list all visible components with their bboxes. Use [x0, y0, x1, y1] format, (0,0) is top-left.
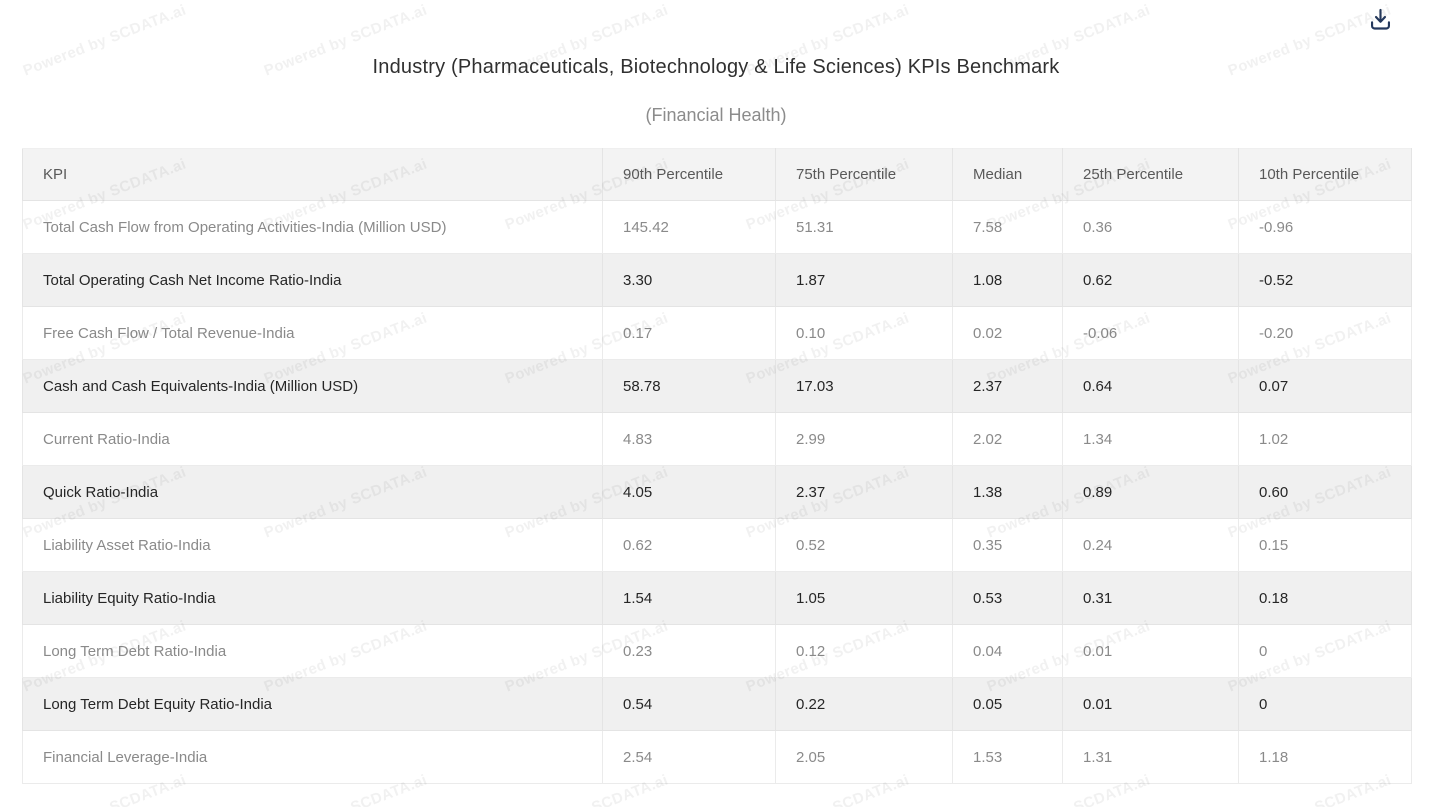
- value-cell: 0.22: [775, 677, 953, 731]
- table-row: Long Term Debt Ratio-India 0.23 0.12 0.04 0.…: [22, 624, 1412, 678]
- value-cell: 0.12: [775, 624, 953, 678]
- kpi-cell: Total Cash Flow from Operating Activitie…: [22, 200, 603, 254]
- value-cell: -0.06: [1062, 306, 1239, 360]
- table-row: Liability Equity Ratio-India 1.54 1.05 0.53…: [22, 571, 1412, 625]
- kpi-cell: Total Operating Cash Net Income Ratio-In…: [22, 253, 603, 307]
- value-cell: -0.20: [1238, 306, 1412, 360]
- value-cell: 0: [1238, 624, 1412, 678]
- table-row: Liability Asset Ratio-India 0.62 0.52 0.35 0…: [22, 518, 1412, 572]
- column-header-25th-percentile: 25th Percentile: [1062, 148, 1239, 201]
- value-cell: 1.18: [1238, 730, 1412, 784]
- value-cell: 1.08: [952, 253, 1063, 307]
- value-cell: 0.01: [1062, 624, 1239, 678]
- value-cell: 0.54: [602, 677, 776, 731]
- column-header-90th-percentile: 90th Percentile: [602, 148, 776, 201]
- table-row: Financial Leverage-India 2.54 2.05 1.53 1.31…: [22, 730, 1412, 784]
- table-row: Total Cash Flow from Operating Activitie…: [22, 200, 1412, 254]
- value-cell: 0.60: [1238, 465, 1412, 519]
- value-cell: 0.35: [952, 518, 1063, 572]
- value-cell: 0.53: [952, 571, 1063, 625]
- value-cell: 0.18: [1238, 571, 1412, 625]
- kpi-cell: Cash and Cash Equivalents-India (Million…: [22, 359, 603, 413]
- value-cell: 2.02: [952, 412, 1063, 466]
- value-cell: 0.62: [602, 518, 776, 572]
- value-cell: 0.36: [1062, 200, 1239, 254]
- value-cell: 0.31: [1062, 571, 1239, 625]
- kpi-cell: Liability Asset Ratio-India: [22, 518, 603, 572]
- value-cell: 2.54: [602, 730, 776, 784]
- kpi-cell: Liability Equity Ratio-India: [22, 571, 603, 625]
- value-cell: 0.02: [952, 306, 1063, 360]
- kpi-benchmark-table: KPI 90th Percentile 75th Percentile Median 2…: [22, 148, 1412, 784]
- value-cell: 1.31: [1062, 730, 1239, 784]
- value-cell: 17.03: [775, 359, 953, 413]
- value-cell: 0.23: [602, 624, 776, 678]
- value-cell: 0.01: [1062, 677, 1239, 731]
- table-row: Quick Ratio-India 4.05 2.37 1.38 0.89 0.60: [22, 465, 1412, 519]
- value-cell: 1.05: [775, 571, 953, 625]
- table-row: Free Cash Flow / Total Revenue-India 0.17…: [22, 306, 1412, 360]
- value-cell: 0.05: [952, 677, 1063, 731]
- kpi-cell: Long Term Debt Equity Ratio-India: [22, 677, 603, 731]
- table-header-row: KPI 90th Percentile 75th Percentile Median 2…: [22, 148, 1412, 201]
- kpi-cell: Current Ratio-India: [22, 412, 603, 466]
- value-cell: 4.83: [602, 412, 776, 466]
- value-cell: 0.10: [775, 306, 953, 360]
- value-cell: 1.54: [602, 571, 776, 625]
- value-cell: 0.64: [1062, 359, 1239, 413]
- value-cell: 0.15: [1238, 518, 1412, 572]
- column-header-10th-percentile: 10th Percentile: [1238, 148, 1412, 201]
- download-icon: [1370, 8, 1390, 30]
- table-row: Total Operating Cash Net Income Ratio-In…: [22, 253, 1412, 307]
- column-header-median: Median: [952, 148, 1063, 201]
- value-cell: 0.07: [1238, 359, 1412, 413]
- table-row: Cash and Cash Equivalents-India (Million…: [22, 359, 1412, 413]
- kpi-cell: Free Cash Flow / Total Revenue-India: [22, 306, 603, 360]
- kpi-cell: Financial Leverage-India: [22, 730, 603, 784]
- value-cell: 1.38: [952, 465, 1063, 519]
- value-cell: 0.52: [775, 518, 953, 572]
- page-title: Industry (Pharmaceuticals, Biotechnology…: [372, 56, 1060, 78]
- value-cell: 2.99: [775, 412, 953, 466]
- value-cell: 145.42: [602, 200, 776, 254]
- value-cell: 0.89: [1062, 465, 1239, 519]
- value-cell: 1.34: [1062, 412, 1239, 466]
- column-header-75th-percentile: 75th Percentile: [775, 148, 953, 201]
- value-cell: 1.02: [1238, 412, 1412, 466]
- value-cell: 2.37: [952, 359, 1063, 413]
- value-cell: -0.96: [1238, 200, 1412, 254]
- value-cell: 0.04: [952, 624, 1063, 678]
- value-cell: 58.78: [602, 359, 776, 413]
- value-cell: -0.52: [1238, 253, 1412, 307]
- value-cell: 51.31: [775, 200, 953, 254]
- kpi-cell: Long Term Debt Ratio-India: [22, 624, 603, 678]
- value-cell: 0: [1238, 677, 1412, 731]
- value-cell: 7.58: [952, 200, 1063, 254]
- value-cell: 2.05: [775, 730, 953, 784]
- value-cell: 0.24: [1062, 518, 1239, 572]
- value-cell: 1.87: [775, 253, 953, 307]
- download-button[interactable]: [1364, 4, 1396, 36]
- value-cell: 0.62: [1062, 253, 1239, 307]
- table-row: Long Term Debt Equity Ratio-India 0.54 0.2…: [22, 677, 1412, 731]
- page-subtitle: (Financial Health): [645, 105, 787, 125]
- value-cell: 2.37: [775, 465, 953, 519]
- column-header-kpi: KPI: [22, 148, 603, 201]
- value-cell: 3.30: [602, 253, 776, 307]
- table-row: Current Ratio-India 4.83 2.99 2.02 1.34 1.02: [22, 412, 1412, 466]
- value-cell: 0.17: [602, 306, 776, 360]
- kpi-cell: Quick Ratio-India: [22, 465, 603, 519]
- value-cell: 1.53: [952, 730, 1063, 784]
- value-cell: 4.05: [602, 465, 776, 519]
